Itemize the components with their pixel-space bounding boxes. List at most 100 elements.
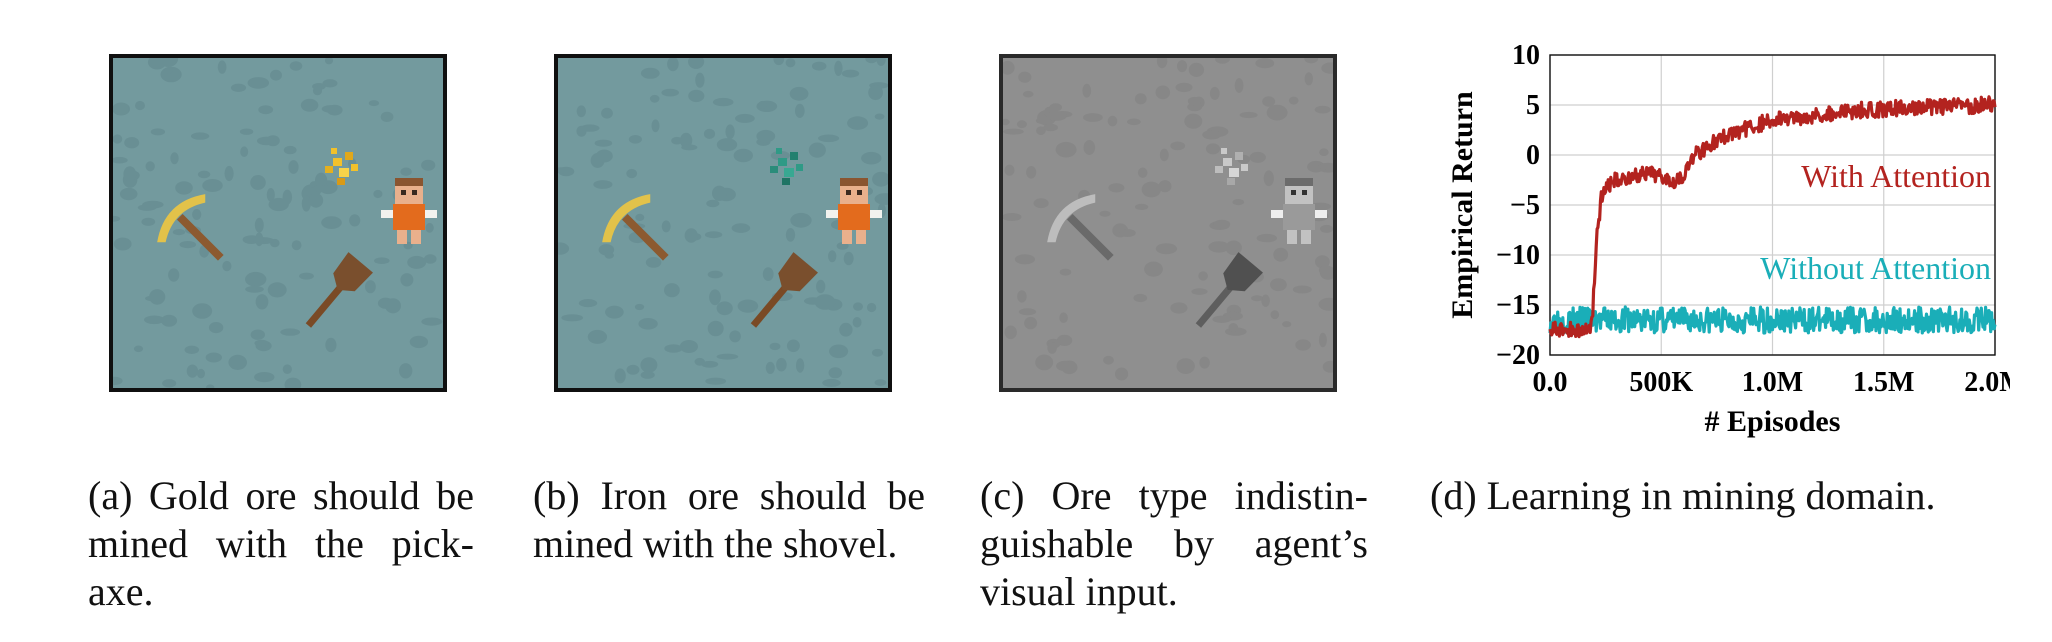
pebble [1263, 170, 1274, 187]
pebble [1319, 163, 1329, 170]
pebble [124, 137, 140, 149]
pebble [1202, 130, 1222, 140]
pebble [679, 340, 698, 353]
gold-ore-icon [325, 148, 358, 185]
pebble [874, 379, 887, 386]
pebble [179, 241, 197, 249]
pebble [1082, 83, 1092, 98]
pebble [769, 342, 781, 351]
pebble [1191, 288, 1208, 295]
caption-line: (d) Learning in mining domain. [1430, 473, 1936, 518]
pebble [1026, 166, 1037, 179]
pebble [695, 72, 705, 88]
pebble [254, 339, 269, 347]
pebble [1056, 360, 1074, 372]
x-tick-label: 500K [1629, 367, 1693, 398]
pebble [1055, 141, 1077, 158]
pebble [649, 94, 660, 103]
x-tick-label: 1.0M [1742, 367, 1803, 398]
pebble [688, 58, 705, 69]
pebble [1270, 278, 1287, 292]
pebble [731, 223, 751, 233]
pebble [1134, 93, 1147, 105]
pebble [773, 58, 785, 66]
x-tick-label: 1.5M [1853, 367, 1914, 398]
y-tick-label: 0 [1526, 140, 1540, 171]
pebble [1208, 241, 1230, 253]
agent-icon [1271, 178, 1327, 244]
y-tick-label: −15 [1496, 290, 1540, 321]
pebble [1213, 219, 1231, 229]
pebble [712, 185, 727, 201]
pebble [1018, 308, 1037, 316]
pebble [707, 320, 724, 337]
pebble [1273, 247, 1289, 262]
learning-curve-chart: 0.0 500K 1.0M 1.5M 2.0M 10 5 0 −5 −10 −15 −20 Empir… [1446, 40, 2010, 438]
pickaxe-icon [1047, 194, 1114, 261]
pebble [1156, 58, 1168, 69]
pebble [1049, 103, 1062, 112]
pebble [795, 358, 805, 373]
pebble [1292, 285, 1312, 294]
pebble [1318, 265, 1333, 275]
pebble [822, 378, 841, 387]
pebble [1239, 111, 1258, 119]
pebble [1228, 323, 1239, 332]
pebble [704, 231, 723, 239]
pebble [868, 85, 883, 101]
pebble [828, 367, 843, 379]
pebble [202, 179, 223, 192]
pebble [256, 136, 276, 146]
pebble [762, 267, 774, 281]
x-axis-label: # Episodes [1705, 405, 1841, 438]
pebble [250, 329, 265, 340]
pebble [681, 144, 698, 151]
pebble [558, 242, 570, 255]
pebble [291, 240, 302, 251]
pebble [872, 171, 888, 187]
pebble [228, 354, 247, 370]
pebble [1188, 62, 1205, 77]
pebble [1198, 271, 1208, 281]
pebble [321, 216, 342, 230]
pebble [725, 124, 735, 140]
pebble [1016, 120, 1027, 129]
pebble [224, 165, 234, 182]
pebble [1251, 295, 1263, 302]
pebble [325, 337, 337, 353]
pebble [1288, 96, 1299, 105]
pebble [1175, 82, 1193, 93]
pebble [1155, 243, 1178, 255]
pebble [1083, 113, 1103, 122]
pebble [576, 105, 586, 118]
pebble [421, 317, 443, 326]
pebble [284, 377, 302, 388]
pebble [1083, 140, 1096, 155]
pebble [1205, 143, 1221, 155]
pebble [349, 214, 361, 227]
pebble [288, 160, 299, 174]
pebble [239, 128, 254, 135]
pebble [758, 100, 767, 110]
pebble [701, 360, 719, 368]
pebble [266, 188, 275, 202]
pebble [217, 60, 227, 74]
pickaxe-icon [602, 194, 669, 261]
x-tick-label: 2.0M [1964, 367, 2010, 398]
pebble [706, 199, 720, 208]
pebble [113, 215, 121, 222]
pebble [1234, 78, 1244, 93]
pebble [230, 83, 247, 92]
pebble [1170, 302, 1188, 314]
pebble [1119, 229, 1136, 237]
pebble [407, 255, 427, 269]
pebble [1170, 141, 1186, 151]
caption-c: (c) Ore type indistin- guishable by agen… [980, 472, 1368, 616]
agent-icon [381, 178, 437, 244]
pebble [222, 260, 232, 272]
pebble [1282, 321, 1292, 328]
agent-icon [826, 178, 882, 244]
pebble [145, 161, 155, 172]
shovel-icon [1195, 252, 1263, 328]
pebble [841, 69, 860, 78]
